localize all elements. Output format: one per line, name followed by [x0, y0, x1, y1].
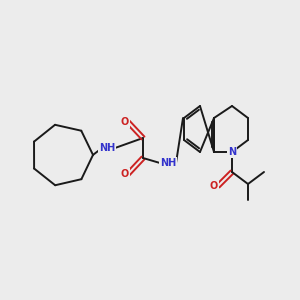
Text: NH: NH	[99, 143, 115, 153]
Text: O: O	[121, 117, 129, 127]
Text: N: N	[228, 147, 236, 157]
Text: O: O	[210, 181, 218, 191]
Text: O: O	[121, 169, 129, 179]
Text: NH: NH	[160, 158, 176, 168]
